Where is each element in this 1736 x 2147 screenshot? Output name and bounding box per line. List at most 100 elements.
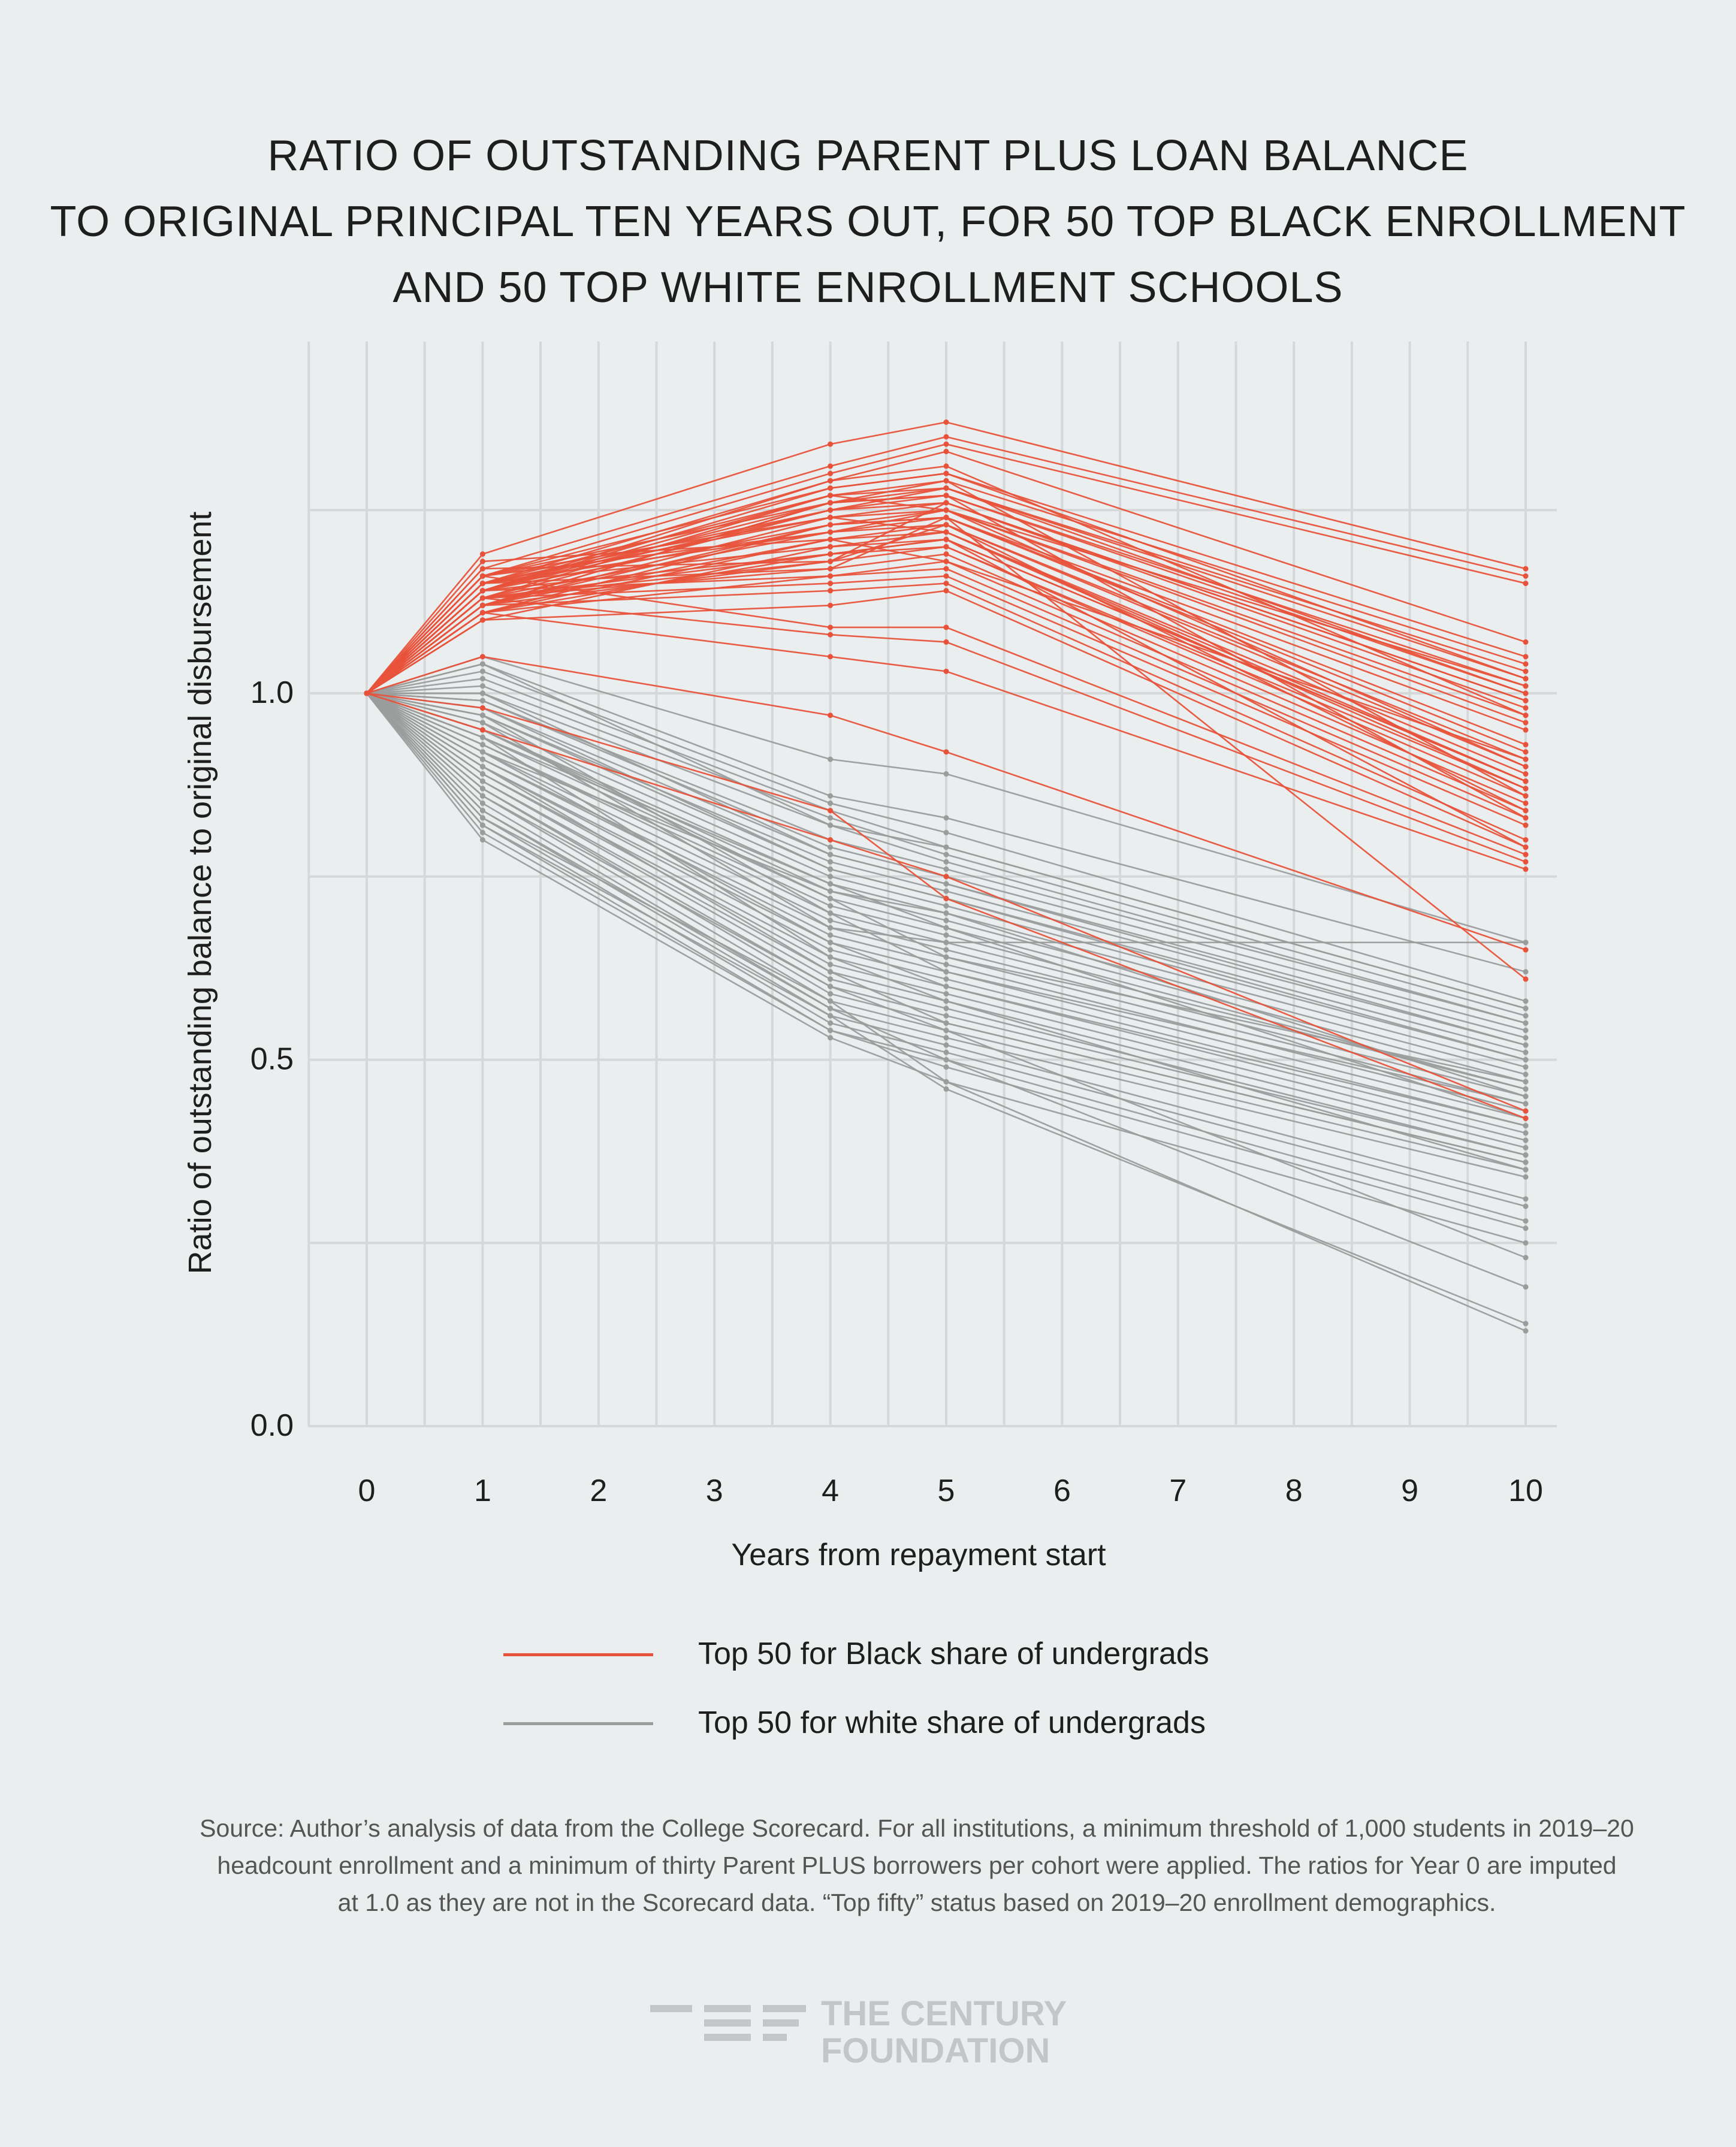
data-point-black [943, 463, 949, 469]
data-point-black [943, 515, 949, 521]
y-tick-label: 0.5 [250, 1042, 294, 1077]
data-point-white [943, 976, 949, 982]
data-point-white [479, 786, 485, 792]
data-point-white [828, 888, 834, 894]
data-point-black [828, 566, 834, 572]
title-line: RATIO OF OUTSTANDING PARENT PLUS LOAN BA… [267, 132, 1469, 180]
legend-label-white: Top 50 for white share of undergrads [698, 1705, 1206, 1740]
data-point-white [1523, 1064, 1529, 1070]
legend-item-white: Top 50 for white share of undergrads [503, 1696, 1342, 1750]
data-point-white [1523, 1225, 1529, 1231]
data-point-white [479, 720, 485, 726]
data-point-white [1523, 1159, 1529, 1165]
data-point-white [828, 991, 834, 997]
data-point-black [828, 529, 834, 535]
data-point-white [1523, 1049, 1529, 1055]
data-point-white [1523, 1101, 1529, 1107]
x-tick-label: 8 [1285, 1473, 1303, 1508]
data-point-black [1523, 859, 1529, 865]
data-point-black [828, 712, 834, 718]
data-point-white [828, 954, 834, 960]
data-point-white [943, 1013, 949, 1019]
data-point-white [1523, 1020, 1529, 1026]
legend-swatch-black [503, 1653, 653, 1656]
data-point-black [943, 536, 949, 542]
grid [307, 342, 1557, 1427]
data-point-white [943, 983, 949, 989]
data-point-white [1523, 1321, 1529, 1327]
data-point-white [479, 829, 485, 835]
x-tick-label: 1 [474, 1473, 491, 1508]
data-point-black [828, 478, 834, 484]
data-point-white [479, 668, 485, 674]
data-point-white [1523, 1042, 1529, 1048]
data-point-black [828, 808, 834, 814]
data-point-white [943, 851, 949, 857]
x-tick-label: 4 [822, 1473, 839, 1508]
x-tick-label: 3 [706, 1473, 723, 1508]
x-tick-label: 5 [938, 1473, 955, 1508]
data-point-white [1523, 940, 1529, 946]
data-point-white [479, 793, 485, 799]
century-foundation-logo: THE CENTURY FOUNDATION [650, 1995, 1094, 2073]
data-point-white [943, 859, 949, 865]
data-point-black [943, 551, 949, 557]
logo-line: THE CENTURY [821, 1994, 1067, 2033]
data-point-black [828, 551, 834, 557]
axes: 0.0 0.5 1.0 0 1 2 3 4 5 6 7 8 9 10 Years from repaymen… [182, 512, 1543, 1572]
data-point-white [1523, 1071, 1529, 1077]
x-tick-label: 6 [1053, 1473, 1071, 1508]
data-point-black [1523, 793, 1529, 799]
data-point-white [479, 771, 485, 777]
data-point-white [479, 756, 485, 762]
data-point-black [1523, 786, 1529, 792]
chart-title: RATIO OF OUTSTANDING PARENT PLUS LOAN BA… [0, 123, 1736, 321]
data-point-black [1523, 749, 1529, 755]
data-point-black [1523, 639, 1529, 645]
data-point-white [943, 815, 949, 821]
data-point-white [479, 749, 485, 755]
x-tick-label: 9 [1401, 1473, 1418, 1508]
data-point-white [1523, 1203, 1529, 1209]
data-point-white [479, 676, 485, 682]
source-line: Source: Author’s analysis of data from t… [200, 1814, 1634, 1842]
data-point-black [828, 500, 834, 506]
data-point-black [828, 515, 834, 521]
data-point-black [828, 441, 834, 447]
data-point-white [943, 954, 949, 960]
data-point-black [1523, 1108, 1529, 1114]
data-point-black [1523, 690, 1529, 696]
data-point-black [1523, 1115, 1529, 1121]
data-point-white [828, 917, 834, 923]
data-point-white [828, 851, 834, 857]
data-point-white [828, 800, 834, 806]
data-point-white [828, 1028, 834, 1034]
data-point-white [479, 837, 485, 843]
data-point-black [1523, 661, 1529, 667]
data-point-black [1523, 844, 1529, 850]
data-point-black [1523, 697, 1529, 703]
data-point-white [479, 734, 485, 740]
data-point-white [1523, 1013, 1529, 1019]
data-point-white [479, 683, 485, 689]
data-point-black [943, 507, 949, 513]
data-point-white [1523, 1079, 1529, 1085]
x-tick-label: 2 [590, 1473, 607, 1508]
data-point-black [828, 470, 834, 476]
data-point-white [1523, 1094, 1529, 1100]
title-line: AND 50 TOP WHITE ENROLLMENT SCHOOLS [393, 264, 1343, 312]
data-point-black [364, 690, 370, 696]
data-point-black [943, 448, 949, 454]
y-tick-label: 0.0 [250, 1408, 294, 1443]
data-point-white [1523, 1328, 1529, 1334]
data-point-black [943, 749, 949, 755]
data-point-black [479, 617, 485, 623]
data-point-black [1523, 837, 1529, 843]
data-point-black [479, 654, 485, 660]
data-point-black [1523, 808, 1529, 814]
data-point-white [479, 808, 485, 814]
source-note: Source: Author’s analysis of data from t… [162, 1810, 1672, 1921]
x-tick-label: 0 [358, 1473, 376, 1508]
data-point-white [828, 756, 834, 762]
data-point-black [828, 573, 834, 579]
